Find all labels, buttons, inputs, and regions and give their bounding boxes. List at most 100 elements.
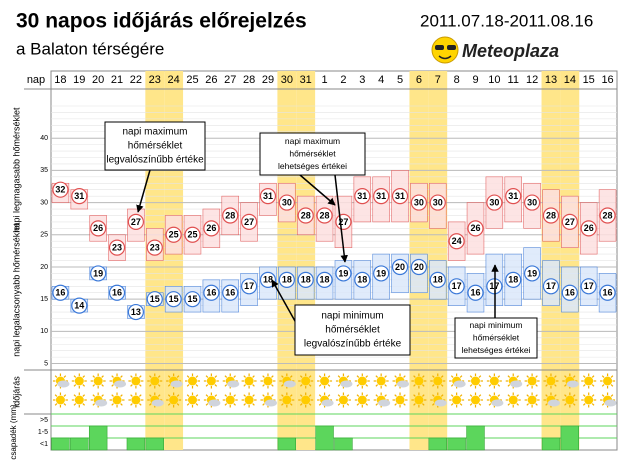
sun-ray (63, 394, 67, 397)
weather-icon (203, 392, 221, 408)
weather-icon (562, 373, 579, 389)
sun-ray (73, 394, 77, 397)
sun-ray (176, 375, 180, 378)
temp-label: 17 (546, 281, 556, 291)
weather-icon (581, 373, 597, 389)
sun-ray (101, 394, 104, 397)
weather-icon (52, 392, 68, 408)
weather-icon (298, 373, 314, 389)
weather-icon (449, 373, 466, 389)
weather-icon (260, 373, 276, 389)
day: 20 (92, 74, 104, 86)
sun (471, 395, 480, 405)
temp-marker (542, 278, 560, 295)
weather-icon (335, 392, 351, 408)
sun-ray (205, 394, 209, 397)
sun-ray (243, 375, 246, 378)
callout-box (294, 304, 411, 356)
temp-marker (203, 220, 220, 237)
sun-ray (139, 375, 142, 378)
day: 28 (243, 74, 255, 86)
sun-ray (413, 384, 416, 387)
sun (74, 376, 84, 386)
sun-ray (120, 403, 123, 406)
day: 7 (435, 74, 441, 86)
sun-ray (469, 394, 473, 397)
sun (93, 376, 103, 386)
callout-text: napi maximum (285, 136, 340, 146)
weather-icon (524, 373, 540, 389)
precip-bar (334, 437, 353, 451)
temp-marker (259, 188, 277, 205)
temp-marker (146, 291, 163, 308)
sun-ray (289, 375, 293, 378)
sun (471, 376, 480, 386)
day: 25 (186, 74, 198, 86)
temp-marker (373, 265, 390, 282)
sun-ray (308, 403, 312, 406)
sun-ray (224, 384, 228, 387)
precip-bar (447, 437, 466, 451)
sun-ray (356, 384, 360, 387)
temp-marker (467, 284, 484, 301)
sun-ray (111, 403, 114, 406)
sun-ray (157, 394, 161, 397)
precip-bar (541, 437, 561, 451)
sun-ray (318, 384, 322, 387)
weather-icon (128, 392, 144, 408)
weather-icon (430, 373, 446, 389)
sun-ray (186, 394, 190, 397)
y-tick-label: 30 (40, 199, 48, 206)
sun-ray (337, 375, 341, 378)
weather-icon (486, 392, 504, 408)
precip-bar (428, 437, 447, 451)
sun-ray (394, 394, 397, 397)
sun-ray (610, 394, 614, 397)
temp-label: 23 (112, 243, 122, 253)
temp-marker (165, 291, 182, 308)
sun-ray (149, 375, 152, 378)
sun-ray (224, 394, 228, 397)
sun-ray (582, 384, 586, 387)
sun (206, 376, 216, 386)
sun-ray (572, 394, 576, 397)
temp-marker (90, 265, 107, 282)
temp-marker (523, 265, 541, 282)
sun-ray (167, 375, 171, 378)
temp-label: 26 (584, 223, 594, 233)
temp-marker (90, 220, 107, 237)
sun-ray (478, 375, 482, 378)
temp-label: 31 (395, 191, 405, 201)
sun-ray (582, 394, 586, 397)
precip-level: <1 (40, 441, 48, 448)
sun-ray (176, 394, 180, 397)
temp-label: 26 (93, 223, 103, 233)
temp-label: 19 (376, 268, 386, 278)
callout-box (454, 317, 538, 359)
sun-ray (535, 403, 538, 406)
temp-marker (71, 188, 88, 205)
cloud (434, 399, 447, 407)
sun-ray (167, 403, 171, 406)
sun-ray (591, 375, 595, 378)
y-tick-label: 20 (40, 264, 48, 271)
sun (338, 395, 348, 405)
temp-marker (52, 284, 69, 301)
sun-ray (394, 375, 397, 378)
temp-label: 28 (225, 210, 235, 220)
sun-ray (195, 384, 199, 387)
sun-ray (469, 403, 473, 406)
sun-ray (516, 375, 519, 378)
sun-ray (157, 375, 161, 378)
sun-ray (63, 403, 67, 406)
sun-ray (497, 394, 501, 397)
precip-bar (560, 425, 580, 451)
title: 30 napos időjárás előrejelzés (16, 10, 307, 33)
sun-ray (572, 375, 576, 378)
sun-ray (130, 394, 133, 397)
sun (452, 395, 462, 405)
temp-label: 18 (301, 275, 311, 285)
sun (131, 376, 141, 386)
weather-icon (411, 392, 427, 408)
sun (546, 376, 556, 386)
